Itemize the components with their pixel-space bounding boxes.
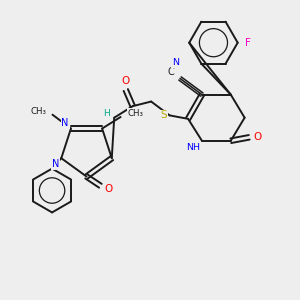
Text: C: C bbox=[167, 67, 174, 76]
Text: N: N bbox=[172, 58, 179, 67]
Text: NH: NH bbox=[186, 143, 200, 152]
Text: N: N bbox=[61, 118, 69, 128]
Text: CH₃: CH₃ bbox=[31, 107, 46, 116]
Text: O: O bbox=[253, 132, 261, 142]
Text: H: H bbox=[103, 109, 110, 118]
Text: O: O bbox=[122, 76, 130, 86]
Text: N: N bbox=[52, 159, 59, 169]
Text: CH₃: CH₃ bbox=[128, 109, 144, 118]
Text: F: F bbox=[245, 38, 251, 48]
Text: S: S bbox=[160, 110, 167, 120]
Text: O: O bbox=[104, 184, 112, 194]
